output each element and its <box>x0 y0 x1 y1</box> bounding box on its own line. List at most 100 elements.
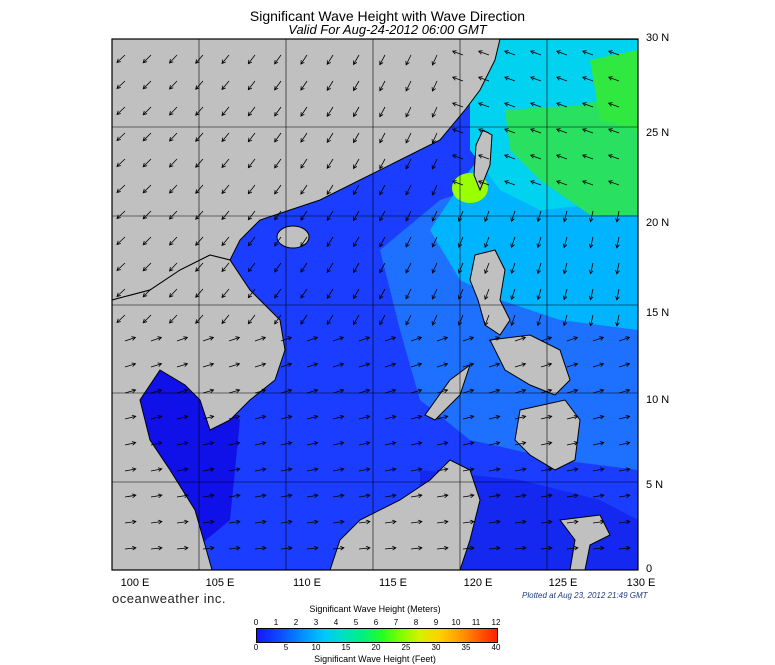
wave-direction-arrow <box>536 288 542 301</box>
wave-direction-arrow <box>221 288 230 299</box>
wave-direction-arrow <box>581 76 594 82</box>
wave-direction-arrow <box>436 545 449 551</box>
wave-direction-arrow <box>195 158 204 168</box>
colorbar-meters-tick: 11 <box>471 618 481 627</box>
wave-direction-arrow <box>488 414 501 420</box>
wave-direction-arrow <box>384 493 397 499</box>
wave-direction-arrow <box>142 184 152 194</box>
wave-direction-arrow <box>379 262 386 274</box>
wave-direction-arrow <box>607 128 620 134</box>
wave-direction-arrow <box>607 76 620 82</box>
map-subtitle: Valid For Aug-24-2012 06:00 GMT <box>288 22 487 37</box>
wave-direction-arrow <box>306 362 319 368</box>
wave-direction-arrow <box>589 314 594 327</box>
wave-direction-arrow <box>280 467 293 472</box>
wave-direction-arrow <box>384 336 397 342</box>
wave-direction-arrow <box>436 336 449 342</box>
wave-direction-arrow <box>488 493 501 499</box>
wave-direction-arrow <box>436 388 449 394</box>
wave-direction-arrow <box>150 545 163 551</box>
wave-direction-arrow <box>431 236 438 248</box>
wave-direction-arrow <box>581 128 594 134</box>
wave-direction-arrow <box>228 414 241 420</box>
wave-direction-arrow <box>168 54 178 64</box>
wave-direction-arrow <box>300 106 308 117</box>
wave-direction-arrow <box>477 76 490 82</box>
wave-direction-arrow <box>529 102 542 108</box>
wave-direction-arrow <box>254 467 267 472</box>
wave-direction-arrow <box>410 441 423 446</box>
wave-direction-arrow <box>592 519 605 525</box>
wave-direction-arrow <box>142 288 152 298</box>
wave-direction-arrow <box>274 80 282 91</box>
wave-direction-arrow <box>484 288 490 301</box>
wave-direction-arrow <box>410 467 423 472</box>
wave-direction-arrow <box>274 54 282 65</box>
wave-direction-arrow <box>514 545 527 551</box>
wave-direction-arrow <box>326 132 334 143</box>
colorbar-meters-tick: 4 <box>333 618 339 627</box>
wave-direction-arrow <box>254 336 267 342</box>
wave-direction-arrow <box>353 288 360 300</box>
wave-direction-arrow <box>405 54 412 66</box>
colorbar-meters-tick: 8 <box>413 618 419 627</box>
wave-direction-arrow <box>410 414 423 420</box>
lat-label-25n: 25 N <box>646 127 670 139</box>
wave-direction-arrow <box>477 128 490 134</box>
wave-direction-arrow <box>202 362 215 368</box>
wave-direction-arrow <box>589 262 594 275</box>
wave-direction-arrow <box>195 236 204 246</box>
wave-direction-arrow <box>384 467 397 472</box>
wave-direction-arrow <box>176 519 189 525</box>
wave-direction-arrow <box>274 158 282 169</box>
land-taiwan <box>473 129 493 192</box>
wave-direction-arrow <box>566 441 579 446</box>
land-borneo <box>329 459 481 570</box>
wave-direction-arrow <box>150 493 163 499</box>
wave-direction-arrow <box>436 519 449 525</box>
wave-direction-arrow <box>615 236 620 249</box>
wave-direction-arrow <box>451 128 464 134</box>
wave-direction-arrow <box>247 262 256 273</box>
wave-direction-arrow <box>116 80 126 90</box>
wave-direction-arrow <box>332 441 345 446</box>
wave-direction-arrow <box>457 288 464 300</box>
wave-direction-arrow <box>326 210 334 221</box>
wave-direction-arrow <box>514 388 527 394</box>
wave-direction-arrow <box>384 414 397 420</box>
lat-label-10n: 10 N <box>646 394 670 406</box>
wave-direction-arrow <box>379 158 386 170</box>
lat-label-15n: 15 N <box>646 307 670 319</box>
wave-direction-arrow <box>488 467 501 472</box>
wave-direction-arrow <box>326 158 334 169</box>
wave-direction-arrow <box>358 519 371 525</box>
wave-direction-arrow <box>514 414 527 420</box>
wave-direction-arrow <box>514 362 527 368</box>
wave-direction-arrow <box>462 414 475 420</box>
wave-direction-arrow <box>536 314 542 327</box>
wave-direction-arrow <box>254 362 267 368</box>
wave-direction-arrow <box>555 128 568 134</box>
wave-direction-arrow <box>529 50 542 56</box>
wave-direction-arrow <box>451 154 464 160</box>
wave-direction-arrow <box>247 288 256 299</box>
wave-direction-arrow <box>142 158 152 168</box>
lat-label-20n: 20 N <box>646 217 670 229</box>
wave-direction-arrow <box>405 210 412 222</box>
wave-direction-arrow <box>353 106 360 118</box>
wave-direction-arrow <box>168 158 178 168</box>
wave-direction-arrow <box>581 50 594 56</box>
wave-direction-arrow <box>306 336 319 342</box>
wave-direction-arrow <box>536 262 542 275</box>
wave-direction-arrow <box>176 336 189 342</box>
wave-direction-arrow <box>592 414 605 420</box>
wave-direction-arrow <box>484 236 490 249</box>
wave-direction-arrow <box>353 158 360 170</box>
wave-direction-arrow <box>300 54 308 65</box>
wave-direction-arrow <box>484 262 490 275</box>
wave-direction-arrow <box>510 288 516 301</box>
wave-direction-arrow <box>116 314 126 324</box>
plotted-timestamp: Plotted at Aug 23, 2012 21:49 GMT <box>522 591 648 600</box>
wave-direction-arrow <box>615 210 620 223</box>
